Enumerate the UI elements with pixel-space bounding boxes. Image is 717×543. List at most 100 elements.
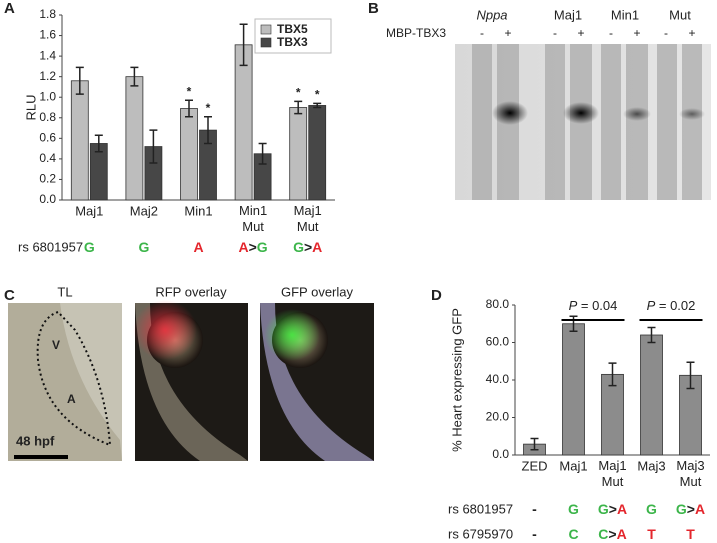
y-tick-label: 1.8	[39, 7, 56, 21]
image-title: TL	[57, 284, 72, 299]
y-tick-label: 0.0	[492, 447, 509, 461]
allele: G	[84, 239, 95, 255]
allele: G	[646, 501, 657, 517]
y-tick-label: 0.6	[39, 131, 56, 145]
error-bar	[130, 66, 139, 87]
allele: G>A	[293, 239, 322, 255]
x-tick-label: Maj1 Mut	[294, 203, 322, 234]
error-bar	[204, 116, 212, 145]
annotation: *	[315, 88, 320, 102]
y-tick-label: 0.2	[39, 172, 56, 186]
image-title: RFP overlay	[155, 284, 227, 299]
allele: G	[138, 239, 149, 255]
bar	[70, 80, 89, 201]
row-label: MBP-TBX3	[386, 26, 446, 40]
error-bar	[294, 100, 303, 115]
genotype-label: rs 6801957	[448, 501, 513, 516]
x-tick-label: Min1	[184, 203, 212, 218]
lane-label: Min1	[611, 7, 639, 22]
annotation: *	[206, 101, 211, 115]
error-bar	[530, 437, 539, 451]
error-bar	[149, 129, 158, 164]
bar	[234, 44, 253, 201]
y-tick-label: 1.2	[39, 69, 56, 83]
allele: G>A	[676, 501, 705, 517]
annotation: *	[296, 86, 301, 100]
legend-label: TBX3	[277, 35, 308, 49]
x-tick-label: Maj2	[130, 203, 158, 218]
embryo	[8, 303, 122, 461]
bar	[562, 323, 585, 456]
error-bar	[258, 142, 267, 165]
legend-swatch	[260, 37, 272, 48]
sign: +	[688, 26, 695, 40]
allele: T	[647, 526, 656, 542]
sign: +	[633, 26, 640, 40]
sign: -	[553, 26, 557, 40]
image-title: GFP overlay	[281, 284, 354, 299]
sign: +	[504, 26, 511, 40]
lane-label: Mut	[669, 7, 691, 22]
allele: C>A	[598, 526, 626, 542]
x-tick-label: Maj1	[559, 458, 587, 473]
legend-label: TBX5	[277, 22, 308, 36]
y-tick-label: 60.0	[486, 335, 510, 349]
y-axis-label: % Heart expressing GFP	[449, 308, 464, 452]
p-value: P = 0.04	[569, 298, 618, 313]
allele: -	[532, 526, 537, 542]
x-tick-label: Maj3	[637, 458, 665, 473]
heart-label: V	[52, 338, 60, 352]
sign: -	[480, 26, 484, 40]
panel-letter: C	[4, 287, 15, 304]
sign: +	[577, 26, 584, 40]
lane-label: Maj1	[554, 7, 582, 22]
x-tick-label: Maj3 Mut	[676, 458, 704, 489]
y-tick-label: 1.0	[39, 89, 56, 103]
panel-letter: D	[431, 287, 442, 304]
error-bar	[239, 23, 248, 67]
legend-swatch	[260, 24, 272, 35]
error-bar	[569, 315, 578, 332]
annotation: *	[187, 84, 192, 98]
scale-label: 48 hpf	[16, 433, 55, 448]
y-tick-label: 0.0	[39, 192, 56, 206]
genotype-label: rs 6801957	[18, 239, 83, 254]
y-tick-label: 20.0	[486, 410, 510, 424]
genotype-label: rs 6795970	[448, 526, 513, 541]
scale-bar	[14, 455, 68, 459]
y-tick-label: 0.4	[39, 151, 56, 165]
y-axis-label: RLU	[23, 94, 38, 120]
lane-label: Nppa	[476, 7, 507, 22]
legend-box	[254, 18, 332, 54]
x-tick-label: Maj1 Mut	[598, 458, 626, 489]
x-tick-label: ZED	[522, 458, 548, 473]
bar	[640, 334, 663, 456]
bar	[308, 105, 327, 201]
y-tick-label: 1.4	[39, 48, 56, 62]
band	[492, 101, 528, 125]
error-bar	[94, 134, 103, 153]
bar	[125, 76, 144, 201]
allele: G	[568, 501, 579, 517]
band	[623, 107, 651, 121]
sign: -	[664, 26, 668, 40]
panel-letter: A	[4, 0, 15, 17]
p-value: P = 0.02	[647, 298, 696, 313]
gel-lanes	[472, 44, 702, 200]
heart-outline	[36, 310, 112, 447]
allele: A	[193, 239, 203, 255]
y-tick-label: 1.6	[39, 28, 56, 42]
error-bar	[313, 102, 322, 109]
error-bar	[647, 326, 656, 344]
allele: -	[532, 501, 537, 517]
band	[563, 102, 599, 124]
error-bar	[75, 66, 84, 95]
panel-letter: B	[368, 0, 379, 17]
y-tick-label: 40.0	[486, 372, 510, 386]
x-tick-label: Maj1	[75, 203, 103, 218]
allele: A>G	[238, 239, 267, 255]
rfp-signal	[133, 300, 197, 360]
bar	[601, 373, 624, 456]
band	[679, 108, 705, 120]
